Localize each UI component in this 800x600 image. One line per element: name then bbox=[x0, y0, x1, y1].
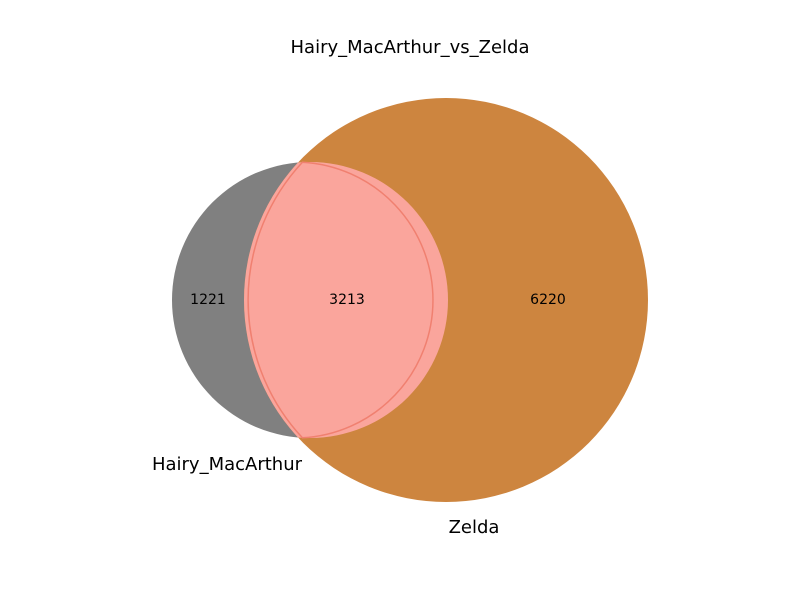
intersection-outline bbox=[247, 161, 434, 439]
count-hairy-macarthur-only: 1221 bbox=[190, 292, 226, 308]
chart-title: Hairy_MacArthur_vs_Zelda bbox=[291, 37, 530, 58]
set-label-zelda: Zelda bbox=[449, 517, 500, 538]
count-zelda-only: 6220 bbox=[530, 292, 566, 308]
count-intersection: 3213 bbox=[329, 292, 365, 308]
set-label-hairy-macarthur: Hairy_MacArthur bbox=[152, 454, 303, 475]
intersection-region bbox=[244, 162, 448, 438]
